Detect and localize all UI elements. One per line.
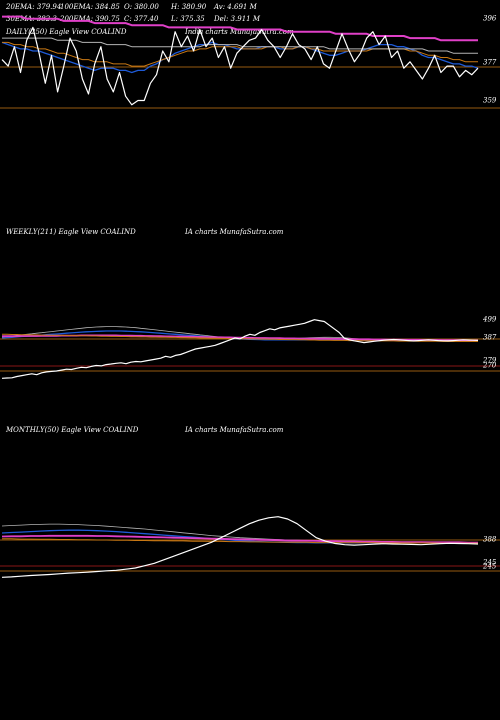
monthly-series-ema_d (2, 538, 478, 544)
daily-y-tick-label: 359 (483, 97, 497, 105)
header-ema20: 20EMA: 379.94 (5, 3, 61, 11)
monthly-y-tick-label: 245 (482, 563, 497, 571)
monthly-panel-title: MONTHLY(50) Eagle View COALIND (5, 426, 139, 434)
daily-panel: 396 377 359 (0, 15, 500, 109)
weekly-y-tick-label: 499 (482, 316, 497, 324)
daily-y-tick-label: 396 (483, 15, 497, 23)
header-row-1: 20EMA: 379.94 100EMA: 384.85 O: 380.00 H… (5, 3, 258, 11)
daily-y-tick-label: 377 (483, 59, 497, 67)
daily-series-ema200 (2, 15, 478, 42)
weekly-panel-title: WEEKLY(211) Eagle View COALIND (6, 228, 136, 236)
header-open: O: 380.00 (124, 3, 159, 11)
header-ema200: 200EMA: 390.75 (59, 15, 120, 23)
weekly-y-tick-label: 279 (482, 357, 497, 365)
header-close: C: 377.40 (124, 15, 159, 23)
header-ema100: 100EMA: 384.85 (60, 3, 120, 11)
monthly-series-price (1, 516, 479, 578)
daily-panel-watermark: India charts MunafaSutra.com (184, 28, 294, 36)
monthly-y-tick-label: 245 (482, 559, 497, 567)
header-delivery: Del: 3.911 M (213, 15, 261, 23)
daily-series-ema100 (2, 37, 478, 54)
header-high: H: 380.90 (170, 3, 207, 11)
weekly-series-price (1, 319, 479, 379)
monthly-series-ema_c (1, 534, 478, 544)
weekly-y-tick-label: 387 (483, 334, 497, 342)
monthly-panel-watermark: IA charts MunafaSutra.com (184, 426, 284, 434)
weekly-y-tick-label: 270 (482, 362, 497, 370)
daily-series-ema20 (1, 41, 479, 74)
header-avg-volume: Av: 4.691 M (213, 3, 258, 11)
header-low: L: 375.35 (170, 15, 205, 23)
daily-panel-title: DAILY(250) Eagle View COALIND (5, 28, 127, 36)
monthly-y-tick-label: 388 (483, 536, 497, 544)
weekly-panel-watermark: IA charts MunafaSutra.com (184, 228, 284, 236)
daily-series-price (1, 26, 479, 106)
